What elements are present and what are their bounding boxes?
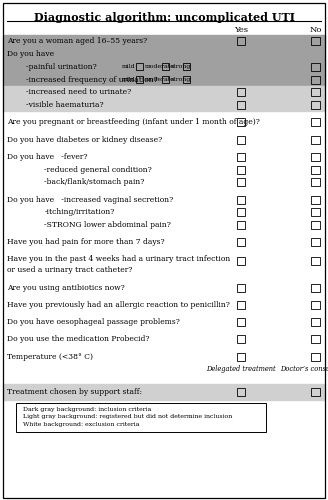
Bar <box>237 336 245 344</box>
Bar <box>3 73 325 86</box>
Text: Have you in the past 4 weeks had a urinary tract infection
or used a urinary tra: Have you in the past 4 weeks had a urina… <box>7 255 230 274</box>
Bar <box>237 388 245 396</box>
Bar <box>237 118 245 126</box>
Bar <box>237 301 245 309</box>
Text: strong: strong <box>170 64 191 70</box>
Bar <box>237 178 245 186</box>
Bar <box>311 153 320 161</box>
Text: strong: strong <box>170 77 191 82</box>
Bar <box>311 257 320 265</box>
Bar <box>3 384 325 400</box>
Text: Treatment chosen by support staff:: Treatment chosen by support staff: <box>7 388 142 396</box>
Bar <box>136 76 143 83</box>
Text: Yes: Yes <box>234 26 248 34</box>
Bar <box>237 38 245 46</box>
Text: Temperature (<38° C): Temperature (<38° C) <box>7 352 92 360</box>
Text: -STRONG lower abdominal pain?: -STRONG lower abdominal pain? <box>44 221 171 229</box>
Bar <box>311 301 320 309</box>
Bar <box>3 60 325 73</box>
Bar <box>183 64 190 70</box>
Text: -increased frequency of urination?: -increased frequency of urination? <box>26 76 158 84</box>
Text: Do you have oesophageal passage problems?: Do you have oesophageal passage problems… <box>7 318 179 326</box>
Text: Delegated treatment: Delegated treatment <box>206 365 276 373</box>
Bar <box>3 86 325 99</box>
Bar <box>3 48 325 60</box>
Text: Do you have: Do you have <box>7 50 54 58</box>
Bar <box>311 238 320 246</box>
Bar <box>237 166 245 173</box>
Bar <box>237 153 245 161</box>
Bar <box>237 221 245 229</box>
Text: -increased need to urinate?: -increased need to urinate? <box>26 88 132 96</box>
Bar <box>3 35 325 48</box>
Text: Have you previously had an allergic reaction to penicillin?: Have you previously had an allergic reac… <box>7 301 229 309</box>
Bar <box>237 318 245 326</box>
Text: -painful urination?: -painful urination? <box>26 63 97 71</box>
Bar <box>3 98 325 112</box>
Text: Do you have   -increased vaginal secretion?: Do you have -increased vaginal secretion… <box>7 196 173 203</box>
Bar <box>311 336 320 344</box>
Text: Do you have   -fever?: Do you have -fever? <box>7 153 87 161</box>
Text: moderate: moderate <box>145 64 174 70</box>
Bar <box>237 257 245 265</box>
Bar <box>311 178 320 186</box>
Bar <box>136 64 143 70</box>
Bar <box>311 88 320 96</box>
Text: mild: mild <box>122 77 135 82</box>
Bar <box>237 238 245 246</box>
Text: -itching/irritation?: -itching/irritation? <box>44 208 115 216</box>
Bar <box>311 76 320 84</box>
Text: Have you had pain for more than 7 days?: Have you had pain for more than 7 days? <box>7 238 164 246</box>
Text: -visible haematuria?: -visible haematuria? <box>26 101 104 109</box>
Bar <box>311 221 320 229</box>
Bar <box>311 118 320 126</box>
Bar <box>311 63 320 71</box>
Bar <box>311 101 320 109</box>
Bar <box>237 352 245 360</box>
Bar <box>311 38 320 46</box>
Bar <box>311 136 320 143</box>
Bar <box>311 196 320 203</box>
Bar <box>311 284 320 292</box>
Bar <box>16 403 266 432</box>
Bar <box>311 208 320 216</box>
Text: No: No <box>309 26 322 34</box>
Text: Do you have diabetes or kidney disease?: Do you have diabetes or kidney disease? <box>7 136 162 143</box>
Text: Doctor’s consultation: Doctor’s consultation <box>279 365 328 373</box>
Text: Diagnostic algorithm: uncomplicated UTI: Diagnostic algorithm: uncomplicated UTI <box>33 12 295 23</box>
Bar <box>237 284 245 292</box>
Bar <box>237 88 245 96</box>
Bar <box>311 388 320 396</box>
Bar <box>237 196 245 203</box>
Text: moderate: moderate <box>145 77 174 82</box>
Bar <box>162 64 169 70</box>
Text: Do you use the medication Probecid?: Do you use the medication Probecid? <box>7 336 149 344</box>
Bar <box>237 136 245 143</box>
Text: Are you a woman aged 16–55 years?: Are you a woman aged 16–55 years? <box>7 38 147 46</box>
Bar <box>237 101 245 109</box>
Bar <box>183 76 190 83</box>
Bar <box>311 166 320 173</box>
Text: mild: mild <box>122 64 135 70</box>
Text: -back/flank/stomach pain?: -back/flank/stomach pain? <box>44 178 145 186</box>
Bar <box>311 352 320 360</box>
Text: -reduced general condition?: -reduced general condition? <box>44 166 152 173</box>
Text: Are you using antibiotics now?: Are you using antibiotics now? <box>7 284 124 292</box>
Text: Dark gray background: inclusion criteria
Light gray background: registered but d: Dark gray background: inclusion criteria… <box>23 407 232 427</box>
Bar <box>237 208 245 216</box>
Text: Are you pregnant or breastfeeding (infant under 1 month of age)?: Are you pregnant or breastfeeding (infan… <box>7 118 259 126</box>
Bar <box>162 76 169 83</box>
Bar <box>311 318 320 326</box>
